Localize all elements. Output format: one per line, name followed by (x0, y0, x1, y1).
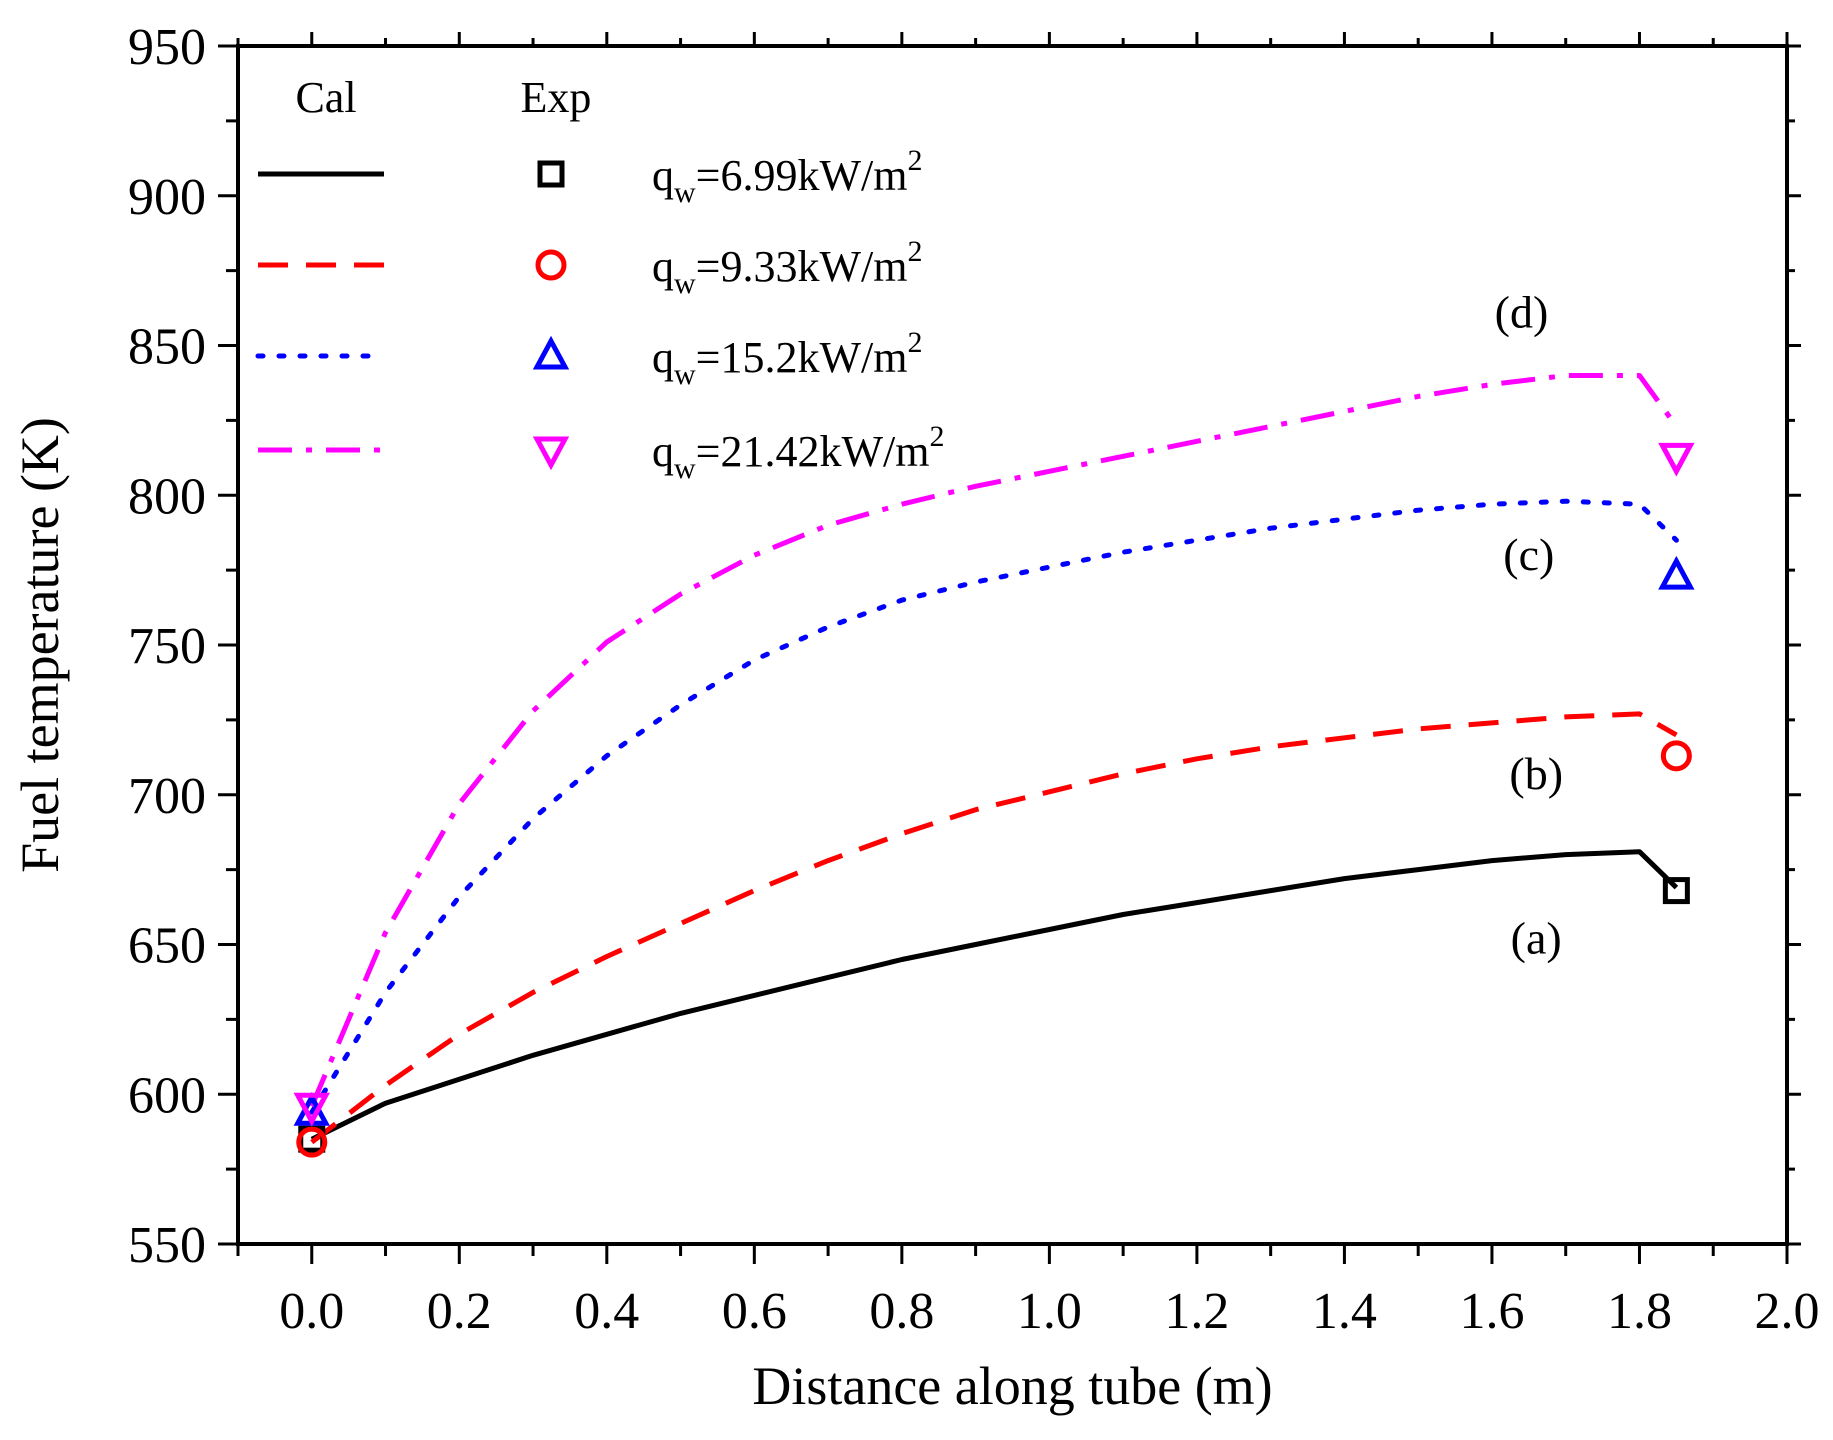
legend-label-part: q (652, 333, 674, 382)
data-markers (293, 442, 1695, 1158)
plot-frame (236, 44, 1789, 1246)
x-tick-label: 0.0 (279, 1283, 344, 1340)
x-tick-label: 0.8 (869, 1283, 934, 1340)
series-line-a (310, 849, 1679, 1142)
series-line-d (309, 373, 1679, 1108)
curve-label: (c) (1503, 529, 1554, 580)
legend-label-b: qw=9.33kW/m2 (652, 235, 922, 300)
y-axis-title: Fuel temperature (K) (10, 417, 70, 873)
x-tick-label: 0.2 (427, 1283, 492, 1340)
legend-label-part: 2 (907, 144, 922, 177)
x-tick-label: 0.6 (722, 1283, 787, 1340)
legend-label-part: =21.42kW/m (696, 427, 930, 476)
x-tick-label: 1.6 (1459, 1283, 1524, 1340)
legend-header-exp: Exp (521, 73, 592, 122)
exp-point-d (1658, 442, 1695, 477)
legend-label-a: qw=6.99kW/m2 (652, 144, 922, 209)
x-tick-label: 0.4 (574, 1283, 639, 1340)
curve-label: (b) (1509, 748, 1563, 799)
legend-label-part: q (652, 151, 674, 200)
y-tick-label: 550 (128, 1217, 206, 1274)
legend-header-cal: Cal (295, 73, 356, 122)
y-tick-label: 650 (128, 918, 206, 975)
exp-point-b (1660, 740, 1692, 772)
x-tick-label: 1.2 (1164, 1283, 1229, 1340)
series-line-b (310, 711, 1678, 1145)
y-tick-label: 850 (128, 319, 206, 376)
legend-marker-d (532, 436, 570, 471)
data-series (309, 373, 1679, 1145)
plot-area (236, 44, 1789, 1246)
legend-label-part: =6.99kW/m (696, 151, 908, 200)
legend-label-d: qw=21.42kW/m2 (652, 420, 944, 485)
legend-label-c: qw=15.2kW/m2 (652, 326, 922, 391)
legend-label-part: w (674, 267, 696, 300)
legend-label-part: =15.2kW/m (696, 333, 908, 382)
x-axis-title: Distance along tube (m) (752, 1356, 1272, 1416)
legend-label-part: q (652, 427, 674, 476)
y-tick-label: 700 (128, 768, 206, 825)
exp-point-a (1662, 877, 1690, 905)
legend-label-part: 2 (907, 235, 922, 268)
legend-marker-b (535, 249, 567, 281)
x-tick-label: 2.0 (1755, 1283, 1820, 1340)
legend-label-part: 2 (929, 420, 944, 453)
curve-label: (a) (1511, 912, 1562, 963)
series-line-c (309, 498, 1679, 1115)
exp-point-d (293, 1092, 330, 1127)
x-tick-label: 1.8 (1607, 1283, 1672, 1340)
x-tick-label: 1.0 (1017, 1283, 1082, 1340)
exp-point-c (1658, 555, 1695, 590)
legend-label-part: w (674, 176, 696, 209)
y-tick-label: 900 (128, 169, 206, 226)
y-tick-label: 600 (128, 1067, 206, 1124)
legend: Cal Expqw=6.99kW/m2qw=9.33kW/m2qw=15.2kW/… (255, 73, 944, 485)
y-tick-label: 800 (128, 468, 206, 525)
y-tick-label: 750 (128, 618, 206, 675)
legend-label-part: w (674, 358, 696, 391)
exp-point-b (296, 1126, 328, 1158)
legend-label-part: q (652, 242, 674, 291)
curve-label: (d) (1495, 287, 1549, 338)
y-tick-label: 950 (128, 19, 206, 76)
legend-marker-c (532, 335, 570, 370)
x-tick-label: 1.4 (1312, 1283, 1377, 1340)
legend-label-part: =9.33kW/m (696, 242, 908, 291)
legend-marker-a (537, 160, 565, 188)
legend-label-part: w (674, 452, 696, 485)
curve-labels: (a) (b) (c) (d) (1495, 287, 1563, 964)
axis-ticks: 0.0 0.2 0.4 0.6 0.8 1.0 1.2 1.4 1.6 1.8 2.0 550 600 6… (128, 19, 1820, 1340)
legend-label-part: 2 (907, 326, 922, 359)
